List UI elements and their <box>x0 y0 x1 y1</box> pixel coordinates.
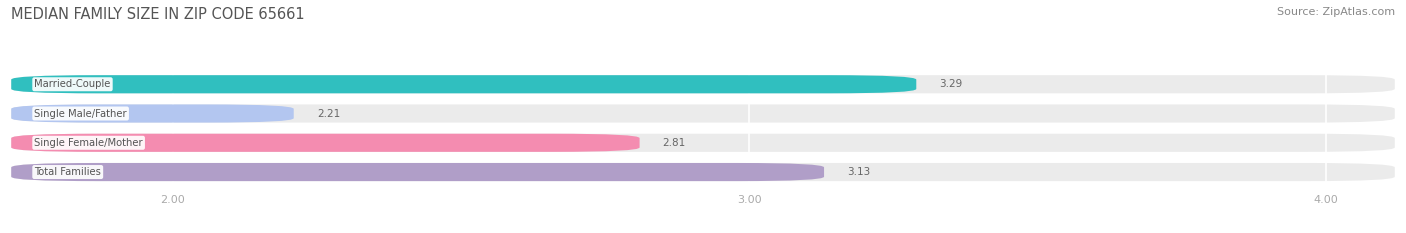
FancyBboxPatch shape <box>11 163 1395 181</box>
Text: Single Female/Mother: Single Female/Mother <box>34 138 143 148</box>
FancyBboxPatch shape <box>11 104 1395 123</box>
FancyBboxPatch shape <box>11 75 1395 93</box>
FancyBboxPatch shape <box>11 75 917 93</box>
FancyBboxPatch shape <box>11 134 1395 152</box>
FancyBboxPatch shape <box>11 134 640 152</box>
Text: Total Families: Total Families <box>34 167 101 177</box>
Text: 2.21: 2.21 <box>316 109 340 119</box>
Text: MEDIAN FAMILY SIZE IN ZIP CODE 65661: MEDIAN FAMILY SIZE IN ZIP CODE 65661 <box>11 7 305 22</box>
Text: Married-Couple: Married-Couple <box>34 79 111 89</box>
Text: Source: ZipAtlas.com: Source: ZipAtlas.com <box>1277 7 1395 17</box>
Text: 2.81: 2.81 <box>662 138 686 148</box>
Text: 3.29: 3.29 <box>939 79 963 89</box>
Text: 3.13: 3.13 <box>846 167 870 177</box>
Text: Single Male/Father: Single Male/Father <box>34 109 127 119</box>
FancyBboxPatch shape <box>11 163 824 181</box>
FancyBboxPatch shape <box>11 104 294 123</box>
